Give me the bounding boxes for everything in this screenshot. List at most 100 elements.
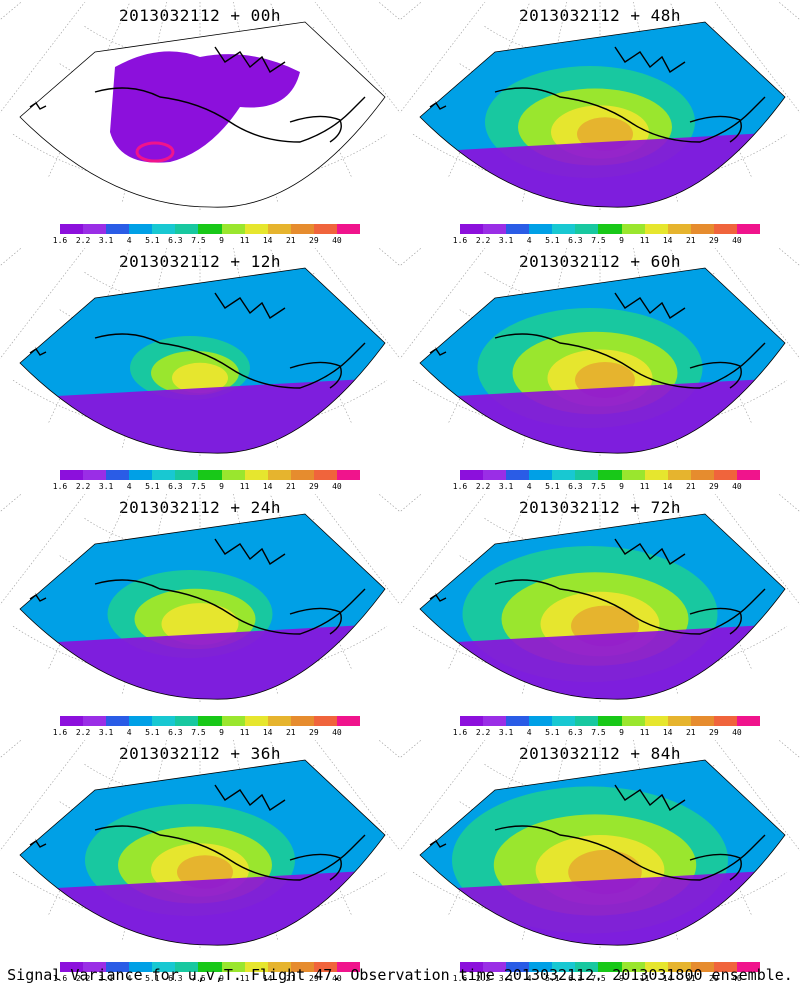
colorbar-swatch [460, 716, 484, 726]
colorbar-swatch [529, 224, 553, 234]
colorbar-label: 11 [239, 728, 250, 737]
colorbar-labels: 1.6 2.2 3.1 4 5.1 6.3 7.5 9 11 14 21 29 40 [453, 236, 760, 246]
colorbar-label: 14 [662, 236, 673, 245]
colorbar-label: 14 [662, 974, 673, 983]
colorbar-label: 2.2 [475, 974, 491, 983]
colorbar-label: 11 [639, 728, 650, 737]
colorbar-swatch [175, 470, 199, 480]
colorbar-swatch [644, 962, 668, 972]
map-panel-48h: 2013032112 + 48h 1.6 2.2 3.1 4 5.1 6.3 7.5 9 11 14… [400, 2, 800, 248]
colorbar-label: 29 [309, 236, 319, 245]
variance-map [0, 740, 400, 950]
colorbar-swatch [60, 224, 84, 234]
colorbar-swatch [598, 224, 622, 234]
colorbar-label: 4 [126, 974, 132, 983]
colorbar-label: 14 [262, 728, 273, 737]
colorbar-label: 9 [619, 974, 624, 983]
colorbar-label: 11 [639, 236, 650, 245]
map-panel-36h: 2013032112 + 36h 1.6 2.2 3.1 4 5.1 6.3 7.5 9 11 14… [0, 740, 400, 986]
colorbar-swatch [736, 470, 761, 480]
colorbar-swatch [221, 224, 245, 234]
colorbar-swatch [460, 224, 484, 234]
map-panel-12h: 2013032112 + 12h 1.6 2.2 3.1 4 5.1 6.3 7.5 9 11 14… [0, 248, 400, 494]
colorbar-swatch [506, 962, 530, 972]
colorbar-label: 9 [619, 728, 624, 737]
colorbar-label: 14 [662, 482, 673, 491]
colorbar-label: 5.1 [545, 236, 560, 245]
colorbar-swatch [152, 224, 176, 234]
colorbar-label: 3.1 [498, 728, 514, 737]
colorbar-swatch [621, 716, 645, 726]
colorbar-swatch [106, 470, 130, 480]
colorbar-swatch [713, 224, 737, 234]
colorbar-label: 5.1 [145, 974, 160, 983]
colorbar-swatch [690, 470, 714, 480]
colorbar-label: 1.6 [452, 482, 468, 491]
variance-field [20, 760, 385, 946]
colorbar-label: 40 [332, 974, 342, 983]
colorbar-label: 9 [219, 236, 224, 245]
colorbar-swatch [644, 224, 668, 234]
variance-map [0, 248, 400, 458]
colorbar-swatch [713, 962, 737, 972]
colorbar-swatch [667, 962, 691, 972]
coastline [29, 538, 366, 635]
colorbar-label: 7.5 [191, 728, 206, 737]
colorbar-swatch [667, 224, 691, 234]
colorbar-label: 5.1 [145, 728, 160, 737]
colorbar-label: 7.5 [591, 728, 606, 737]
colorbar-swatch [313, 716, 337, 726]
variance-field [420, 22, 785, 208]
colorbar-swatch [483, 224, 507, 234]
colorbar-label: 6.3 [168, 236, 183, 245]
colorbar-swatch [290, 962, 314, 972]
panel-title: 2013032112 + 36h [118, 744, 282, 763]
colorbar-swatch [598, 962, 622, 972]
colorbar-label: 40 [732, 236, 742, 245]
colorbar-swatch [83, 470, 107, 480]
colorbar-swatch [667, 716, 691, 726]
colorbar-swatch [267, 962, 291, 972]
colorbar-swatch [483, 716, 507, 726]
colorbar-label: 29 [709, 482, 719, 491]
map-panel-60h: 2013032112 + 60h 1.6 2.2 3.1 4 5.1 6.3 7.5 9 11 14… [400, 248, 800, 494]
colorbar-label: 3.1 [98, 482, 114, 491]
colorbar-swatch [529, 470, 553, 480]
colorbar-swatch [129, 470, 153, 480]
colorbar-swatch [152, 716, 176, 726]
colorbar-swatch [129, 962, 153, 972]
colorbar-swatch [83, 962, 107, 972]
colorbar-label: 1.6 [452, 728, 468, 737]
colorbar-swatch [60, 962, 84, 972]
colorbar-swatch [336, 224, 361, 234]
colorbar-swatch [552, 716, 576, 726]
variance-map [400, 740, 800, 950]
colorbar-label: 21 [685, 728, 696, 737]
panel-title: 2013032112 + 72h [518, 498, 682, 517]
colorbar-label: 11 [639, 974, 650, 983]
variance-field [420, 514, 785, 700]
colorbar-swatch [690, 716, 714, 726]
colorbar-swatch [621, 962, 645, 972]
colorbar-label: 21 [685, 236, 696, 245]
colorbar-label: 29 [709, 728, 719, 737]
colorbar-label: 11 [239, 974, 250, 983]
colorbar-labels: 1.6 2.2 3.1 4 5.1 6.3 7.5 9 11 14 21 29 40 [53, 482, 360, 492]
colorbar-swatch [221, 716, 245, 726]
colorbar [60, 224, 361, 234]
colorbar-swatch [244, 716, 268, 726]
colorbar-swatch [129, 716, 153, 726]
colorbar-swatch [529, 962, 553, 972]
colorbar-label: 40 [332, 236, 342, 245]
colorbar-label: 5.1 [145, 236, 160, 245]
colorbar-label: 4 [526, 236, 532, 245]
colorbar-label: 40 [732, 728, 742, 737]
colorbar [460, 470, 761, 480]
colorbar-label: 7.5 [191, 482, 206, 491]
colorbar-label: 6.3 [168, 974, 183, 983]
colorbar-label: 29 [309, 482, 319, 491]
colorbar-label: 7.5 [591, 236, 606, 245]
colorbar-label: 2.2 [475, 728, 491, 737]
colorbar-swatch [644, 716, 668, 726]
colorbar-label: 40 [332, 728, 342, 737]
